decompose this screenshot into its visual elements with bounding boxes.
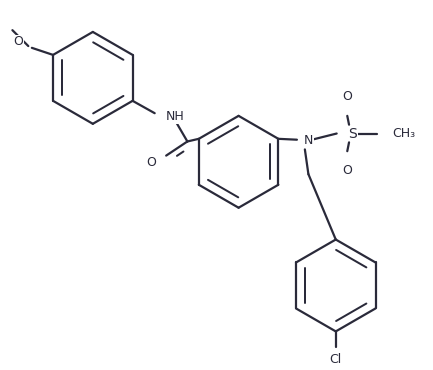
- Text: O: O: [343, 164, 352, 176]
- Text: O: O: [13, 35, 23, 48]
- Text: S: S: [348, 127, 357, 141]
- Text: NH: NH: [166, 110, 185, 123]
- Text: O: O: [343, 91, 352, 104]
- Text: N: N: [304, 134, 313, 147]
- Text: CH₃: CH₃: [392, 127, 415, 140]
- Text: Cl: Cl: [330, 353, 342, 366]
- Text: O: O: [147, 156, 156, 169]
